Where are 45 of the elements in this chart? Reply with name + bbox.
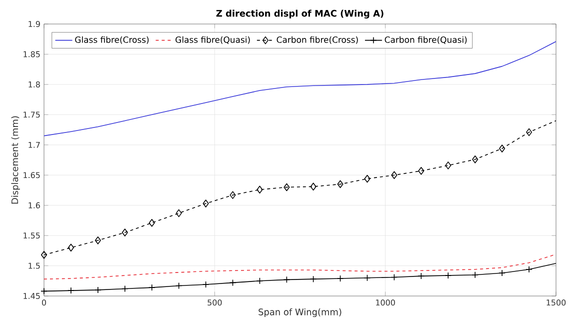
point: [175, 282, 182, 290]
point: [40, 251, 48, 259]
y-axis-title: Displacement (mm): [11, 116, 20, 204]
point: [472, 271, 479, 278]
point: [310, 182, 316, 190]
point: [364, 174, 370, 183]
point: [472, 155, 478, 164]
point: [498, 270, 506, 276]
point: [364, 274, 371, 282]
point: [499, 144, 506, 152]
point: [148, 284, 156, 291]
point: [391, 171, 398, 180]
point: [40, 288, 48, 295]
point: [284, 183, 290, 192]
point: [445, 162, 452, 170]
point: [148, 218, 155, 227]
legend-label: Carbon fibre(Cross): [276, 36, 358, 44]
point: [230, 191, 236, 199]
point: [336, 275, 344, 282]
point: [68, 244, 74, 252]
point: [202, 200, 209, 208]
point: [202, 281, 210, 288]
point: [283, 276, 290, 284]
point: [176, 209, 182, 218]
legend-label: Glass fibre(Cross): [75, 36, 149, 44]
point: [418, 166, 424, 175]
point: [256, 277, 264, 284]
point: [444, 272, 452, 279]
chart-title: Z direction displ of MAC (Wing A): [216, 10, 384, 19]
x-axis-title: Span of Wing(mm): [258, 308, 342, 318]
point: [390, 274, 398, 281]
point: [418, 272, 425, 280]
point: [256, 186, 263, 194]
point: [94, 286, 102, 294]
legend-label: Glass fibre(Quasi): [176, 36, 250, 44]
legend-label: Carbon fibre(Quasi): [384, 36, 467, 44]
point: [122, 228, 128, 236]
point: [229, 279, 236, 286]
point: [94, 236, 101, 244]
point: [68, 287, 74, 294]
point: [122, 285, 128, 292]
point: [337, 180, 344, 188]
point: [310, 276, 317, 282]
point: [526, 128, 532, 136]
point: [526, 266, 532, 273]
